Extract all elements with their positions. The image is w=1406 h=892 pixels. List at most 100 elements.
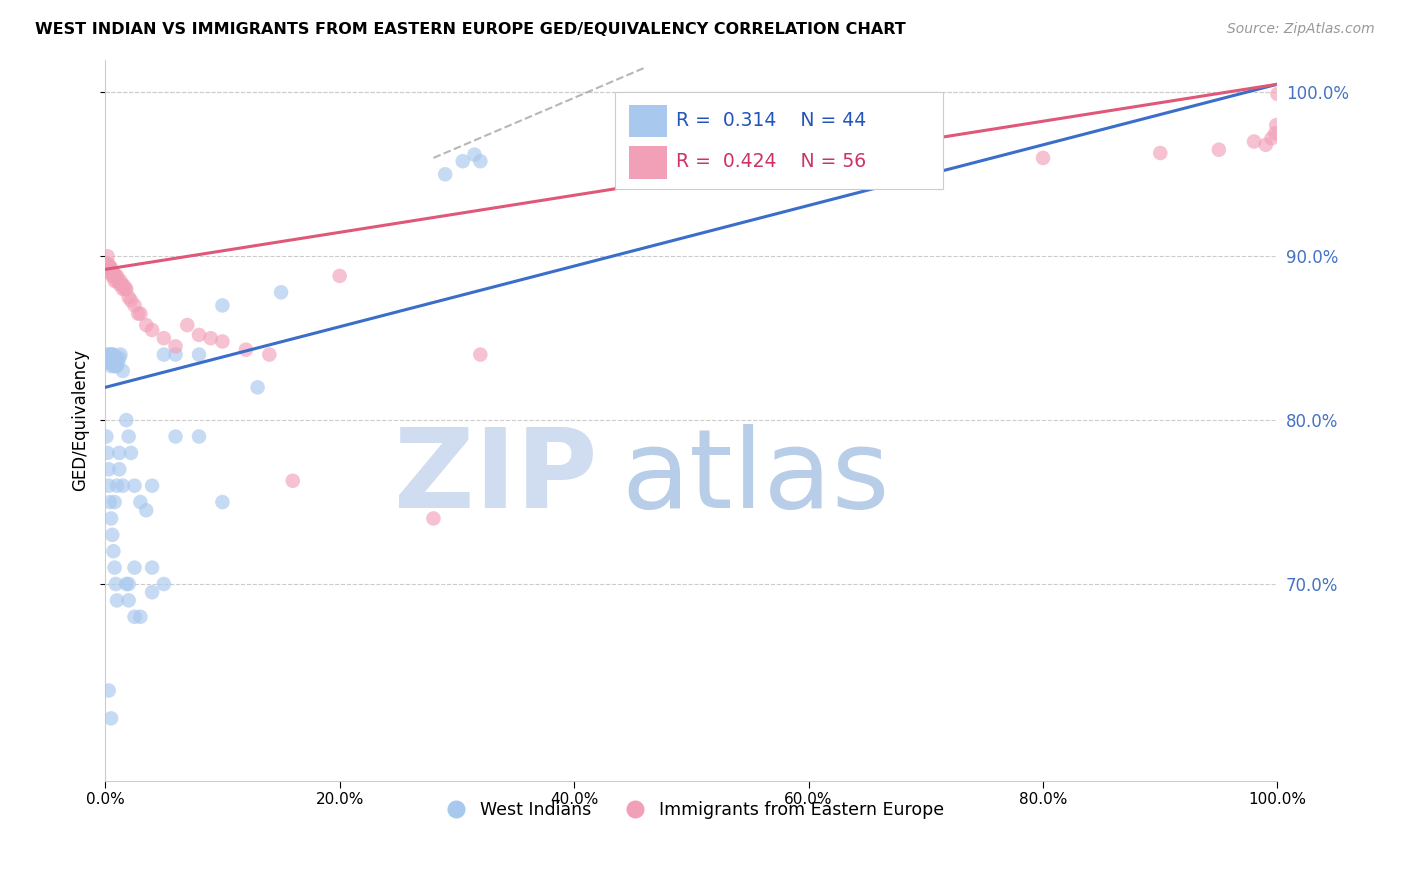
Text: atlas: atlas	[621, 425, 890, 532]
Point	[914, 151, 936, 165]
Point	[104, 351, 127, 365]
Point	[107, 356, 129, 370]
Point	[118, 429, 141, 443]
Point	[127, 307, 149, 321]
Point	[188, 429, 211, 443]
Point	[120, 293, 142, 308]
Point	[108, 446, 131, 460]
Point	[118, 290, 141, 304]
Point	[101, 356, 124, 370]
Point	[98, 351, 121, 365]
Bar	[630, 105, 666, 137]
Point	[124, 609, 146, 624]
Point	[105, 274, 128, 288]
Text: R =  0.424    N = 56: R = 0.424 N = 56	[676, 152, 866, 170]
Point	[114, 282, 136, 296]
Point	[104, 274, 127, 288]
Point	[98, 495, 121, 509]
Point	[235, 343, 257, 357]
Point	[259, 348, 281, 362]
Point	[188, 327, 211, 342]
Point	[105, 478, 128, 492]
Point	[97, 257, 120, 271]
Point	[100, 260, 122, 275]
Point	[135, 503, 157, 517]
Point	[281, 474, 304, 488]
Point	[211, 298, 233, 312]
Point	[107, 274, 129, 288]
Point	[470, 348, 492, 362]
Point	[463, 147, 485, 161]
Point	[112, 278, 135, 293]
Point	[105, 351, 128, 365]
Point	[1254, 137, 1277, 152]
Point	[200, 331, 222, 345]
Point	[165, 348, 187, 362]
Point	[1264, 126, 1286, 140]
Text: Source: ZipAtlas.com: Source: ZipAtlas.com	[1227, 22, 1375, 37]
Point	[104, 560, 127, 574]
Point	[1032, 151, 1054, 165]
Point	[103, 348, 125, 362]
Point	[108, 277, 131, 292]
Point	[141, 478, 163, 492]
Point	[96, 446, 118, 460]
Point	[129, 495, 152, 509]
Point	[100, 354, 122, 368]
Point	[101, 348, 124, 362]
Legend: West Indians, Immigrants from Eastern Europe: West Indians, Immigrants from Eastern Eu…	[432, 794, 952, 826]
Text: WEST INDIAN VS IMMIGRANTS FROM EASTERN EUROPE GED/EQUIVALENCY CORRELATION CHART: WEST INDIAN VS IMMIGRANTS FROM EASTERN E…	[35, 22, 905, 37]
Point	[141, 560, 163, 574]
Point	[129, 307, 152, 321]
Text: R =  0.314    N = 44: R = 0.314 N = 44	[676, 111, 866, 129]
Point	[211, 334, 233, 349]
Point	[101, 268, 124, 283]
Bar	[630, 146, 666, 178]
Point	[98, 266, 121, 280]
Point	[1260, 131, 1282, 145]
Point	[111, 364, 134, 378]
Point	[115, 577, 138, 591]
Point	[103, 266, 125, 280]
Point	[98, 356, 121, 370]
Point	[97, 348, 120, 362]
Point	[111, 478, 134, 492]
Point	[96, 348, 118, 362]
Point	[1149, 146, 1171, 161]
Point	[797, 154, 820, 169]
Point	[165, 339, 187, 353]
Point	[96, 257, 118, 271]
Point	[97, 478, 120, 492]
Point	[97, 260, 120, 275]
Point	[104, 359, 127, 373]
Point	[124, 478, 146, 492]
FancyBboxPatch shape	[616, 92, 943, 189]
Point	[1208, 143, 1230, 157]
Point	[246, 380, 269, 394]
Point	[100, 266, 122, 280]
Point	[329, 268, 352, 283]
Point	[100, 359, 122, 373]
Point	[101, 351, 124, 365]
Point	[165, 429, 187, 443]
Point	[104, 268, 127, 283]
Point	[97, 351, 120, 365]
Point	[1265, 118, 1288, 132]
Point	[96, 249, 118, 263]
Point	[111, 277, 134, 292]
Point	[115, 413, 138, 427]
Point	[100, 348, 122, 362]
Point	[115, 282, 138, 296]
Point	[97, 356, 120, 370]
Point	[96, 351, 118, 365]
Point	[101, 528, 124, 542]
Point	[211, 495, 233, 509]
Point	[103, 351, 125, 365]
Point	[110, 348, 132, 362]
Point	[101, 266, 124, 280]
Point	[153, 577, 176, 591]
Point	[100, 511, 122, 525]
Point	[135, 318, 157, 332]
Point	[96, 354, 118, 368]
Point	[451, 154, 474, 169]
